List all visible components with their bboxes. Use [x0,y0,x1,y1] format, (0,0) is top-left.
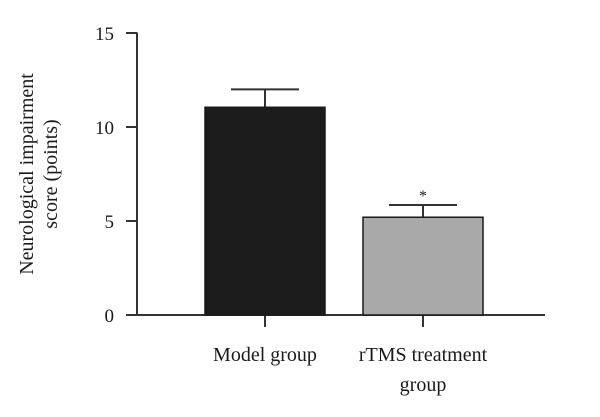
y-axis-label-line: Neurological impairment [16,73,38,275]
y-tick-label: 10 [95,118,114,139]
significance-marker: * [419,188,427,205]
y-tick-label: 5 [105,212,115,233]
x-category-label-line: group [400,374,447,396]
y-axis-label: Neurological impairment score (points) [16,73,62,275]
bars: * [204,88,484,316]
y-tick-label: 0 [105,306,115,327]
x-category-label: Model group [213,344,317,366]
bar [362,216,484,316]
y-axis-title: Neurological impairment score (points) [16,73,62,275]
x-category-label-line: rTMS treatment [359,344,488,366]
x-category-label: rTMS treatment group [359,344,488,396]
x-axis [137,314,545,327]
y-axis: 0 5 10 15 [95,24,138,327]
y-tick-label: 15 [95,24,114,45]
x-category-label-line: Model group [213,344,317,366]
category-labels: Model group rTMS treatment group [213,344,488,396]
y-axis-label-line: score (points) [40,119,62,228]
bar [204,106,326,316]
